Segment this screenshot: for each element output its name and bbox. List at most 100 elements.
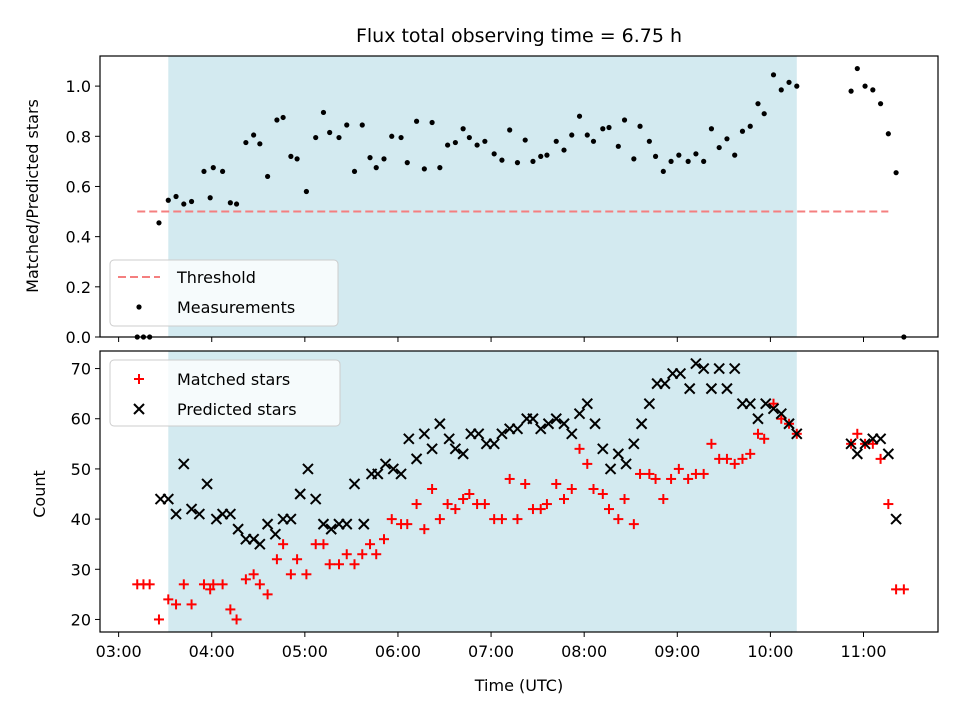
measurement-point	[708, 126, 715, 132]
predicted-point	[302, 463, 314, 475]
matched-point	[163, 594, 174, 605]
predicted-point	[643, 397, 656, 410]
measurement-point	[207, 195, 213, 201]
measurement-point	[676, 152, 682, 158]
measurement-point	[716, 144, 722, 151]
measurement-point	[257, 141, 263, 147]
measurement-point	[452, 139, 458, 146]
measurement-point	[389, 133, 395, 139]
y-tick-label: 0.6	[66, 177, 91, 196]
predicted-point	[690, 357, 702, 370]
x-tick-label: 07:00	[468, 642, 514, 661]
predicted-point	[635, 418, 648, 430]
measurement-point	[561, 147, 567, 153]
predicted-point	[348, 478, 361, 490]
measurement-point	[320, 109, 327, 116]
panel-ratio-legend: Threshold Measurements	[109, 259, 339, 327]
predicted-point	[341, 518, 353, 530]
matched-point	[496, 514, 507, 525]
matched-point	[650, 473, 661, 484]
predicted-point	[874, 433, 887, 445]
predicted-point	[775, 408, 787, 420]
measurement-point	[862, 83, 868, 89]
measurement-point	[770, 72, 777, 78]
predicted-point	[589, 418, 601, 430]
predicted-point	[550, 413, 562, 425]
measurement-point	[413, 118, 420, 124]
legend-predicted-swatch	[133, 403, 145, 415]
panel-ratio-marks	[134, 65, 907, 340]
matched-point	[574, 443, 585, 454]
panel-count-frame	[99, 350, 939, 633]
predicted-point	[372, 468, 384, 480]
matched-point	[208, 579, 219, 590]
measurement-point	[660, 168, 666, 175]
predicted-point	[162, 493, 174, 505]
measurement-point	[755, 101, 761, 107]
matched-point	[178, 579, 189, 590]
y-tick-label: 0.4	[66, 228, 91, 247]
matched-point	[186, 599, 197, 610]
predicted-point	[597, 443, 609, 455]
predicted-point	[783, 418, 795, 430]
matched-point	[171, 599, 182, 610]
legend-x-marker	[133, 403, 145, 415]
matched-point	[427, 483, 438, 494]
measurement-point	[637, 123, 643, 129]
matched-point	[371, 549, 382, 560]
matched-point	[419, 524, 430, 535]
predicted-point	[457, 448, 469, 460]
predicted-point	[558, 418, 570, 430]
measurement-point	[685, 158, 691, 164]
y-tick-label: 50	[71, 460, 91, 479]
matched-point	[144, 579, 155, 590]
predicted-point	[705, 382, 718, 395]
y-tick-label: 0.8	[66, 127, 91, 146]
measurement-point	[288, 153, 294, 159]
matched-point	[666, 473, 677, 484]
legend-matched-swatch	[134, 374, 144, 384]
matched-point	[628, 519, 639, 530]
measurement-point	[491, 151, 497, 157]
measurement-point	[445, 142, 451, 148]
measurement-point	[848, 88, 854, 94]
predicted-point	[387, 463, 400, 475]
measurement-point	[188, 198, 195, 205]
matched-point	[262, 589, 273, 600]
measurement-point	[701, 158, 707, 164]
predicted-point	[845, 438, 857, 450]
matched-point	[285, 569, 296, 580]
measurement-point	[351, 168, 358, 175]
measurement-point	[739, 128, 746, 134]
measurement-point	[870, 87, 876, 93]
measurement-point	[243, 139, 249, 146]
predicted-point	[697, 362, 710, 375]
predicted-point	[294, 488, 306, 500]
matched-point	[582, 458, 593, 469]
measurement-point	[569, 132, 575, 138]
predicted-point	[317, 518, 330, 530]
predicted-point	[170, 508, 182, 520]
measurement-point	[313, 134, 319, 141]
matched-point	[551, 478, 562, 489]
predicted-point	[488, 438, 500, 450]
predicted-point	[882, 448, 895, 460]
matched-point	[559, 494, 570, 505]
matched-point	[357, 549, 368, 560]
measurement-point	[668, 158, 674, 164]
legend-threshold-label: Threshold	[176, 268, 256, 287]
legend-measurements-label: Measurements	[177, 298, 295, 317]
measurement-point	[590, 138, 597, 144]
predicted-point	[859, 438, 871, 450]
matched-point	[541, 499, 552, 510]
predicted-point	[760, 397, 772, 410]
matched-point	[883, 499, 894, 510]
measurement-point	[646, 138, 652, 144]
matched-point	[729, 458, 740, 469]
predicted-point	[310, 493, 322, 505]
predicted-point	[683, 382, 696, 395]
measurement-point	[538, 153, 544, 159]
matched-point	[745, 448, 756, 459]
matched-point	[349, 559, 360, 570]
panel-ratio-frame	[99, 55, 939, 338]
